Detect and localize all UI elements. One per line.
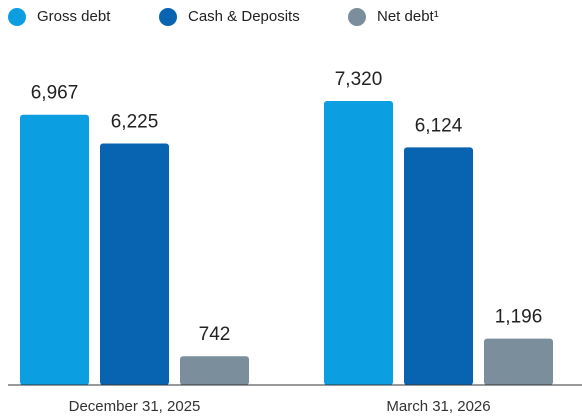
x-tick-label: December 31, 2025 bbox=[69, 398, 201, 415]
bar bbox=[180, 356, 249, 385]
bar bbox=[100, 143, 169, 385]
value-label: 6,967 bbox=[31, 83, 79, 104]
value-label: 742 bbox=[199, 324, 231, 345]
value-label: 6,225 bbox=[111, 111, 159, 132]
bar bbox=[484, 338, 553, 385]
legend-label: Cash & Deposits bbox=[188, 8, 300, 25]
legend-label: Gross debt bbox=[37, 8, 111, 25]
legend-swatch bbox=[348, 8, 366, 26]
x-tick-label: March 31, 2026 bbox=[386, 398, 490, 415]
legend-swatch bbox=[159, 8, 177, 26]
value-label: 6,124 bbox=[415, 115, 463, 136]
value-label: 7,320 bbox=[335, 69, 383, 90]
legend-swatch bbox=[8, 8, 26, 26]
value-label: 1,196 bbox=[495, 307, 543, 328]
legend-label: Net debt¹ bbox=[377, 8, 439, 25]
bar bbox=[20, 114, 89, 386]
bar bbox=[324, 101, 393, 385]
bar bbox=[404, 147, 473, 385]
